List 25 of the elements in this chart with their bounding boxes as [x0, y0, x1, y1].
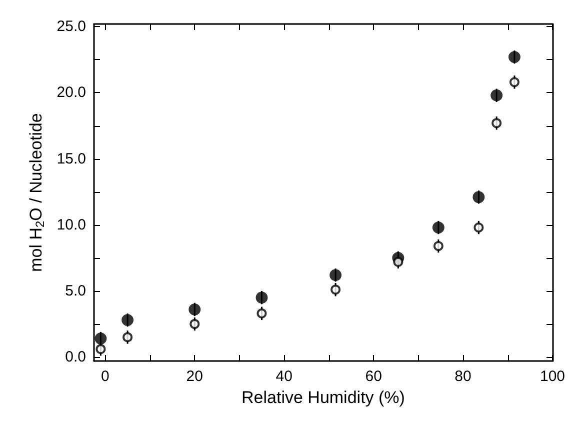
y-tick-label: 25.0: [56, 18, 86, 36]
point: [492, 118, 502, 128]
x-tick-label: 20: [186, 368, 203, 385]
x-tick-label: 80: [454, 368, 472, 385]
point: [509, 77, 520, 88]
point: [474, 222, 484, 233]
point: [393, 256, 404, 267]
x-tick-label: 100: [540, 368, 565, 385]
y-tick-label: 15.0: [56, 150, 86, 168]
y-axis-title: mol H2O / Nucleotide: [26, 113, 47, 272]
y-tick-label: 20.0: [56, 84, 86, 102]
point: [433, 241, 444, 252]
point: [122, 314, 134, 326]
x-tick-label: 40: [276, 368, 292, 385]
point: [472, 191, 485, 204]
x-tick-label: 60: [365, 368, 382, 385]
x-tick-label: 0: [101, 368, 110, 385]
x-axis-title: Relative Humidity (%): [242, 388, 405, 407]
y-tick-label: 5.0: [65, 282, 86, 300]
point: [432, 222, 444, 234]
y-tick-label: 0.0: [65, 348, 86, 366]
point: [490, 89, 503, 102]
y-tick-label: 10.0: [56, 216, 86, 234]
point: [508, 51, 520, 64]
point: [122, 332, 133, 342]
